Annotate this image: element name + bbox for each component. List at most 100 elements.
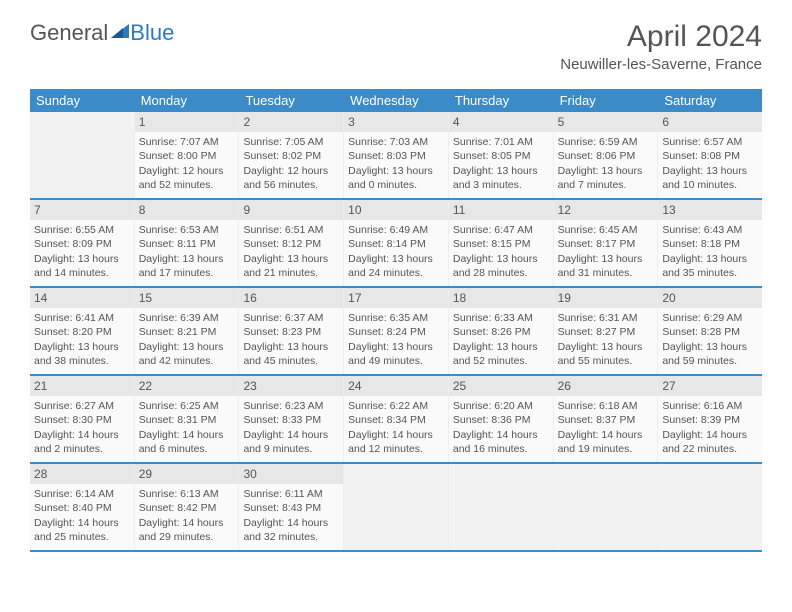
day-sunrise: Sunrise: 7:07 AM	[139, 135, 235, 149]
day-sunrise: Sunrise: 6:14 AM	[34, 487, 130, 501]
day-cell: 29Sunrise: 6:13 AMSunset: 8:42 PMDayligh…	[135, 464, 240, 550]
day-day1: Daylight: 13 hours	[662, 340, 758, 354]
day-sunrise: Sunrise: 6:51 AM	[243, 223, 339, 237]
day-day2: and 22 minutes.	[662, 442, 758, 456]
day-number: 17	[344, 288, 448, 308]
weekday-header-row: SundayMondayTuesdayWednesdayThursdayFrid…	[30, 89, 762, 112]
day-sunset: Sunset: 8:28 PM	[662, 325, 758, 339]
day-day1: Daylight: 13 hours	[453, 164, 549, 178]
day-day1: Daylight: 14 hours	[34, 516, 130, 530]
day-day1: Daylight: 12 hours	[139, 164, 235, 178]
day-day1: Daylight: 13 hours	[453, 340, 549, 354]
day-day1: Daylight: 14 hours	[34, 428, 130, 442]
day-number: 16	[239, 288, 343, 308]
day-number: 13	[658, 200, 762, 220]
day-day2: and 3 minutes.	[453, 178, 549, 192]
day-day1: Daylight: 13 hours	[348, 340, 444, 354]
day-cell: 19Sunrise: 6:31 AMSunset: 8:27 PMDayligh…	[554, 288, 659, 374]
day-number: 7	[30, 200, 134, 220]
day-number: 23	[239, 376, 343, 396]
day-sunset: Sunset: 8:18 PM	[662, 237, 758, 251]
day-number: 18	[449, 288, 553, 308]
day-day2: and 56 minutes.	[243, 178, 339, 192]
day-sunrise: Sunrise: 6:43 AM	[662, 223, 758, 237]
day-day1: Daylight: 13 hours	[558, 340, 654, 354]
day-cell: 23Sunrise: 6:23 AMSunset: 8:33 PMDayligh…	[239, 376, 344, 462]
week-row: 28Sunrise: 6:14 AMSunset: 8:40 PMDayligh…	[30, 464, 762, 552]
day-number: 27	[658, 376, 762, 396]
day-day2: and 38 minutes.	[34, 354, 130, 368]
day-cell: 2Sunrise: 7:05 AMSunset: 8:02 PMDaylight…	[239, 112, 344, 198]
day-cell: 1Sunrise: 7:07 AMSunset: 8:00 PMDaylight…	[135, 112, 240, 198]
day-sunset: Sunset: 8:36 PM	[453, 413, 549, 427]
day-sunset: Sunset: 8:14 PM	[348, 237, 444, 251]
day-sunrise: Sunrise: 6:23 AM	[243, 399, 339, 413]
week-row: 14Sunrise: 6:41 AMSunset: 8:20 PMDayligh…	[30, 288, 762, 376]
day-sunset: Sunset: 8:12 PM	[243, 237, 339, 251]
day-day1: Daylight: 14 hours	[662, 428, 758, 442]
title-block: April 2024 Neuwiller-les-Saverne, France	[560, 20, 762, 73]
day-sunset: Sunset: 8:11 PM	[139, 237, 235, 251]
day-day1: Daylight: 14 hours	[558, 428, 654, 442]
empty-cell	[658, 464, 762, 550]
day-sunset: Sunset: 8:33 PM	[243, 413, 339, 427]
day-sunrise: Sunrise: 6:22 AM	[348, 399, 444, 413]
day-sunset: Sunset: 8:34 PM	[348, 413, 444, 427]
day-day1: Daylight: 13 hours	[243, 340, 339, 354]
day-day2: and 32 minutes.	[243, 530, 339, 544]
day-day2: and 10 minutes.	[662, 178, 758, 192]
day-sunrise: Sunrise: 6:11 AM	[243, 487, 339, 501]
day-number: 24	[344, 376, 448, 396]
day-sunrise: Sunrise: 6:47 AM	[453, 223, 549, 237]
day-sunrise: Sunrise: 6:18 AM	[558, 399, 654, 413]
week-row: 7Sunrise: 6:55 AMSunset: 8:09 PMDaylight…	[30, 200, 762, 288]
month-title: April 2024	[560, 20, 762, 54]
day-day2: and 14 minutes.	[34, 266, 130, 280]
day-sunset: Sunset: 8:31 PM	[139, 413, 235, 427]
day-number: 25	[449, 376, 553, 396]
calendar-body: 1Sunrise: 7:07 AMSunset: 8:00 PMDaylight…	[30, 112, 762, 552]
weekday-header: Wednesday	[344, 89, 449, 112]
day-day2: and 31 minutes.	[558, 266, 654, 280]
day-day1: Daylight: 13 hours	[662, 164, 758, 178]
day-number: 9	[239, 200, 343, 220]
day-sunrise: Sunrise: 6:25 AM	[139, 399, 235, 413]
weekday-header: Thursday	[449, 89, 554, 112]
day-day2: and 16 minutes.	[453, 442, 549, 456]
day-sunrise: Sunrise: 7:05 AM	[243, 135, 339, 149]
day-sunrise: Sunrise: 6:31 AM	[558, 311, 654, 325]
day-day2: and 19 minutes.	[558, 442, 654, 456]
day-sunset: Sunset: 8:37 PM	[558, 413, 654, 427]
day-cell: 16Sunrise: 6:37 AMSunset: 8:23 PMDayligh…	[239, 288, 344, 374]
weekday-header: Saturday	[658, 89, 762, 112]
day-sunset: Sunset: 8:40 PM	[34, 501, 130, 515]
day-day1: Daylight: 14 hours	[348, 428, 444, 442]
day-number: 2	[239, 112, 343, 132]
day-sunset: Sunset: 8:26 PM	[453, 325, 549, 339]
day-day2: and 17 minutes.	[139, 266, 235, 280]
day-day1: Daylight: 13 hours	[558, 164, 654, 178]
weekday-header: Sunday	[30, 89, 135, 112]
day-day2: and 28 minutes.	[453, 266, 549, 280]
day-sunset: Sunset: 8:03 PM	[348, 149, 444, 163]
day-sunset: Sunset: 8:02 PM	[243, 149, 339, 163]
day-sunrise: Sunrise: 7:03 AM	[348, 135, 444, 149]
day-sunset: Sunset: 8:39 PM	[662, 413, 758, 427]
day-cell: 20Sunrise: 6:29 AMSunset: 8:28 PMDayligh…	[658, 288, 762, 374]
day-number: 4	[449, 112, 553, 132]
day-sunrise: Sunrise: 6:20 AM	[453, 399, 549, 413]
day-sunset: Sunset: 8:43 PM	[243, 501, 339, 515]
day-day2: and 12 minutes.	[348, 442, 444, 456]
day-cell: 11Sunrise: 6:47 AMSunset: 8:15 PMDayligh…	[449, 200, 554, 286]
header: General Blue April 2024 Neuwiller-les-Sa…	[0, 0, 792, 81]
triangle-icon	[111, 24, 129, 42]
day-sunset: Sunset: 8:24 PM	[348, 325, 444, 339]
day-day2: and 55 minutes.	[558, 354, 654, 368]
day-number: 28	[30, 464, 134, 484]
day-number: 15	[135, 288, 239, 308]
day-sunset: Sunset: 8:00 PM	[139, 149, 235, 163]
day-sunrise: Sunrise: 6:29 AM	[662, 311, 758, 325]
day-day2: and 42 minutes.	[139, 354, 235, 368]
day-day1: Daylight: 14 hours	[139, 516, 235, 530]
day-cell: 12Sunrise: 6:45 AMSunset: 8:17 PMDayligh…	[554, 200, 659, 286]
